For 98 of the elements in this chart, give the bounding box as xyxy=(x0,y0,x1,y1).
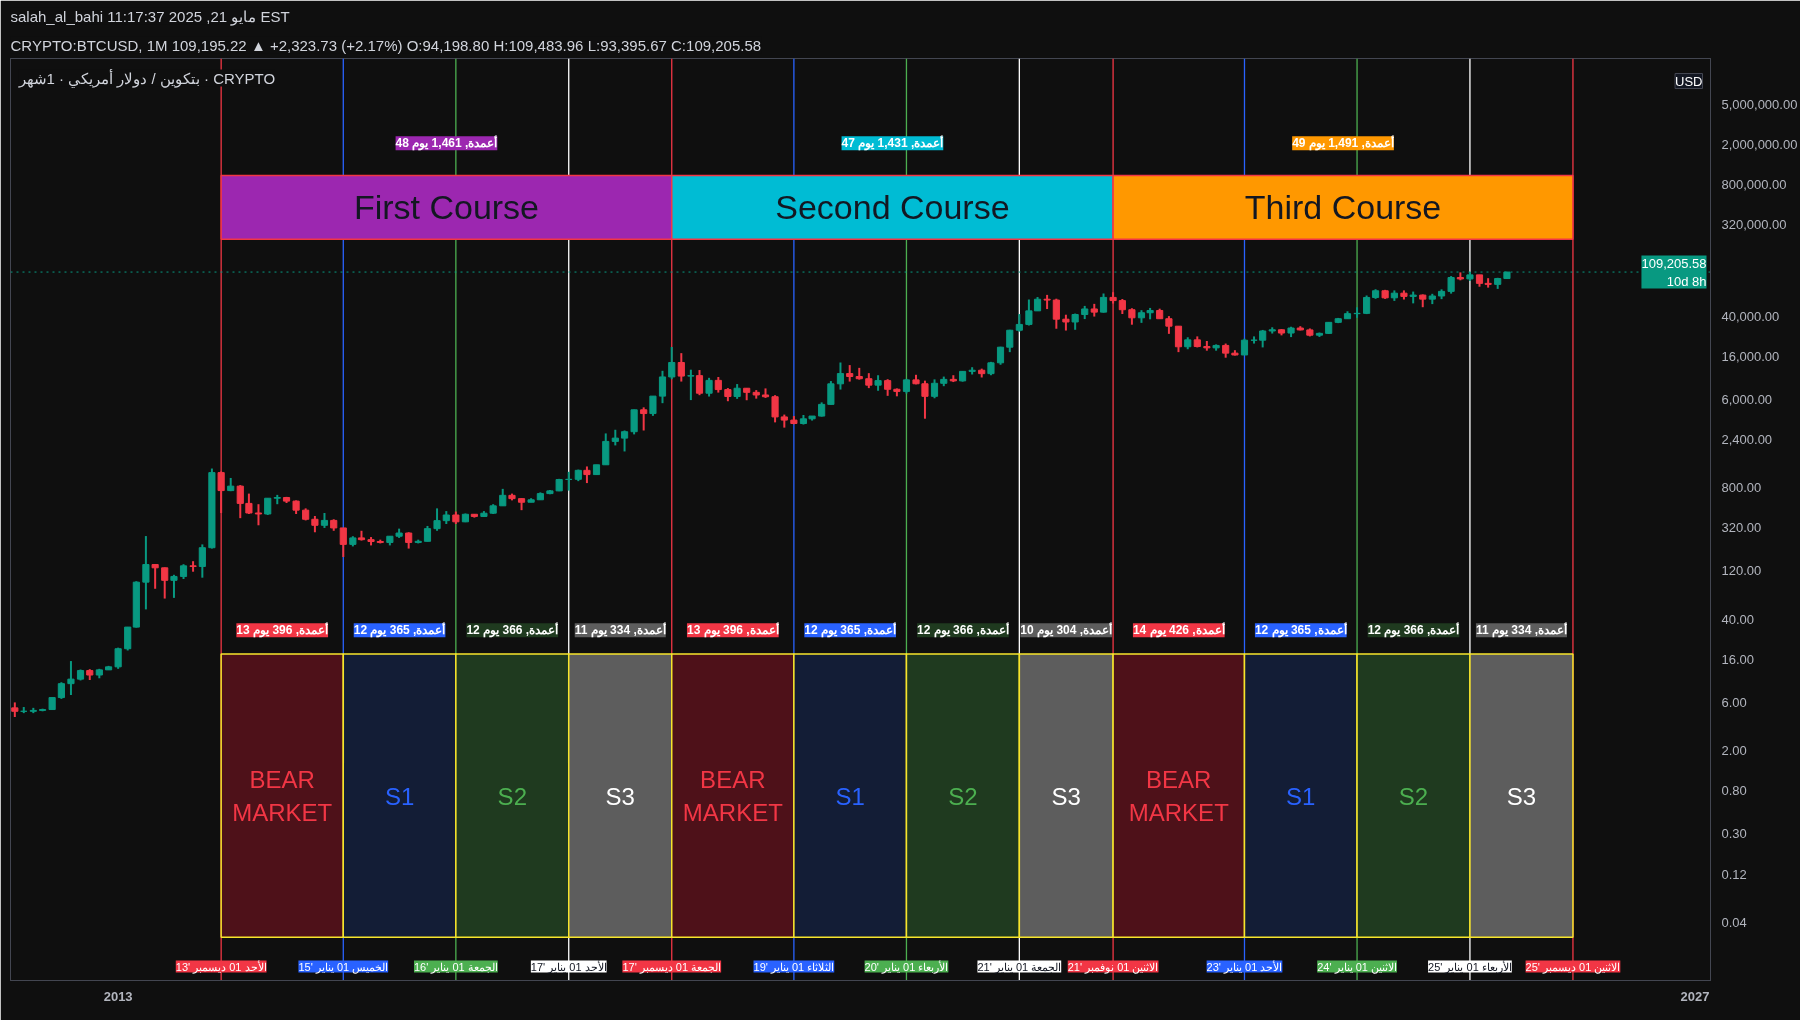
ref-line-label: الجمعة 01 يناير '21 xyxy=(977,960,1062,974)
candlestick xyxy=(1353,306,1361,319)
candlestick xyxy=(687,368,695,402)
band-label: S1 xyxy=(1286,782,1316,810)
ref-line-label: الثلاثاء 01 يناير '19 xyxy=(753,960,835,974)
annotation: 12 أعمدة, 366 يوم xyxy=(917,622,1009,639)
y-tick-label: 320,000.00 xyxy=(1721,217,1787,233)
annotation: USD xyxy=(1675,73,1703,89)
candlestick xyxy=(1052,297,1060,330)
ref-line-label: الجمعة 01 ديسمبر '17 xyxy=(622,960,722,974)
annotation: 12 أعمدة, 365 يوم xyxy=(353,622,446,639)
ref-line-label: الاثنين 01 يناير '24 xyxy=(1317,960,1397,974)
band-label: S2 xyxy=(497,782,527,810)
candlestick xyxy=(124,625,132,652)
band-label: Second Course xyxy=(775,188,1010,227)
band-label: S1 xyxy=(835,782,865,810)
band-label: S3 xyxy=(605,782,635,810)
candlestick xyxy=(658,369,667,405)
y-tick-label: 800,000.00 xyxy=(1721,177,1787,193)
chart-subtitle: CRYPTO:BTCUSD, 1M 109,195.22 ▲ +2,323.73 (+2.17%) O:94,198.80 H:109,483.96 L:93,395.67 C:109,205.58 xyxy=(10,36,762,54)
annotation: بتكوين / دولار أمريكي · 1شهر · CRYPTO xyxy=(17,68,276,88)
candlestick xyxy=(151,563,159,590)
chart-title: salah_al_bahi مايو 21, 2025 11:17:37 EST xyxy=(10,7,290,26)
y-tick-label: 6,000.00 xyxy=(1721,391,1773,407)
y-tick-label: 320.00 xyxy=(1721,520,1762,536)
candlestick xyxy=(649,395,657,417)
y-tick-label: 40.00 xyxy=(1721,611,1755,627)
band-label: S2 xyxy=(1398,782,1429,810)
band-label: S3 xyxy=(1051,782,1081,810)
annotation: 10 أعمدة, 304 يوم xyxy=(1020,622,1113,639)
annotation: 13 أعمدة, 396 يوم xyxy=(686,622,779,639)
candlestick xyxy=(677,352,685,383)
ref-line-label: الاثنين 01 ديسمبر '25 xyxy=(1525,960,1621,974)
candlestick xyxy=(254,503,263,527)
y-tick-label: 2,400.00 xyxy=(1721,432,1773,448)
band-label: Third Course xyxy=(1244,188,1442,227)
annotation: 12 أعمدة, 366 يوم xyxy=(1367,622,1460,639)
annotation: 14 أعمدة, 426 يوم xyxy=(1132,622,1225,639)
ref-line-label: الجمعة 01 يناير '16 xyxy=(413,960,498,974)
y-tick-label: 2,000,000.00 xyxy=(1721,136,1798,152)
ref-line-label: 109,205.58 10d 8h xyxy=(1641,255,1707,289)
y-tick-label: 0.12 xyxy=(1721,866,1747,882)
annotation: 12 أعمدة, 365 يوم xyxy=(804,622,897,639)
candlestick xyxy=(836,361,845,391)
y-tick-label: 2.00 xyxy=(1721,743,1747,759)
y-tick-label: 6.00 xyxy=(1721,694,1747,710)
y-tick-label: 40,000.00 xyxy=(1721,308,1780,324)
candlestick xyxy=(668,345,676,381)
y-tick-label: 0.80 xyxy=(1721,783,1747,799)
band-label: S2 xyxy=(948,782,978,810)
y-tick-label: 16,000.00 xyxy=(1721,348,1780,364)
annotation: 48 أعمدة, 1,461 يوم xyxy=(395,135,498,152)
annotation: 47 أعمدة, 1,431 يوم xyxy=(841,135,944,152)
candlestick xyxy=(602,432,610,466)
annotation: 13 أعمدة, 396 يوم xyxy=(236,622,329,639)
candlestick xyxy=(771,394,779,424)
candlestick xyxy=(339,526,347,559)
y-tick-label: 5,000,000.00 xyxy=(1721,96,1798,112)
ref-line-label: الاثنين 01 نوفمبر '21 xyxy=(1067,960,1159,974)
band-label: BEAR MARKET xyxy=(232,766,333,826)
y-tick-label: 120.00 xyxy=(1721,563,1762,579)
band-label: First Course xyxy=(353,188,540,227)
y-tick-label: 0.04 xyxy=(1721,914,1747,930)
ref-line-label: الأربعاء 01 يناير '20 xyxy=(864,959,949,974)
candlestick xyxy=(1099,292,1108,314)
y-tick-label: 0.30 xyxy=(1721,826,1747,842)
annotation: 11 أعمدة, 334 يوم xyxy=(574,622,666,639)
candlestick xyxy=(827,380,835,406)
ref-line-label: الأربعاء 01 يناير '25 xyxy=(1428,959,1512,974)
annotation: 11 أعمدة, 334 يوم xyxy=(1475,622,1567,639)
candlestick xyxy=(640,406,648,432)
candlestick xyxy=(142,535,150,611)
ref-line-label: الأحد 01 ديسمبر '13 xyxy=(175,959,267,974)
ref-line-label: الأحد 01 يناير '17 xyxy=(530,959,607,974)
x-tick-label: 2013 xyxy=(103,988,133,1004)
ref-line-label: الأحد 01 يناير '23 xyxy=(1206,959,1283,974)
x-tick-label: 2027 xyxy=(1680,988,1710,1004)
candlestick xyxy=(705,376,713,398)
candlestick xyxy=(620,429,629,453)
candlestick xyxy=(67,660,75,697)
y-tick-label: 16.00 xyxy=(1721,651,1755,667)
y-tick-label: 800.00 xyxy=(1721,480,1762,496)
candlestick xyxy=(630,408,638,436)
annotation: 12 أعمدة, 366 يوم xyxy=(466,622,559,639)
candlestick xyxy=(1174,325,1183,354)
candlestick xyxy=(170,573,178,599)
candlestick xyxy=(695,369,704,397)
annotation: 49 أعمدة, 1,491 يوم xyxy=(1292,135,1394,152)
band-label: S3 xyxy=(1506,782,1537,810)
candlestick xyxy=(930,378,939,400)
band-label: S1 xyxy=(384,782,415,810)
annotation: 12 أعمدة, 365 يوم xyxy=(1254,622,1347,639)
band-label: BEAR MARKET xyxy=(1128,766,1230,826)
band-label: BEAR MARKET xyxy=(682,766,784,826)
ref-line-label: الخميس 01 يناير '15 xyxy=(298,960,389,974)
candlestick xyxy=(161,566,169,600)
candlestick xyxy=(433,507,441,532)
candlestick xyxy=(198,543,206,579)
